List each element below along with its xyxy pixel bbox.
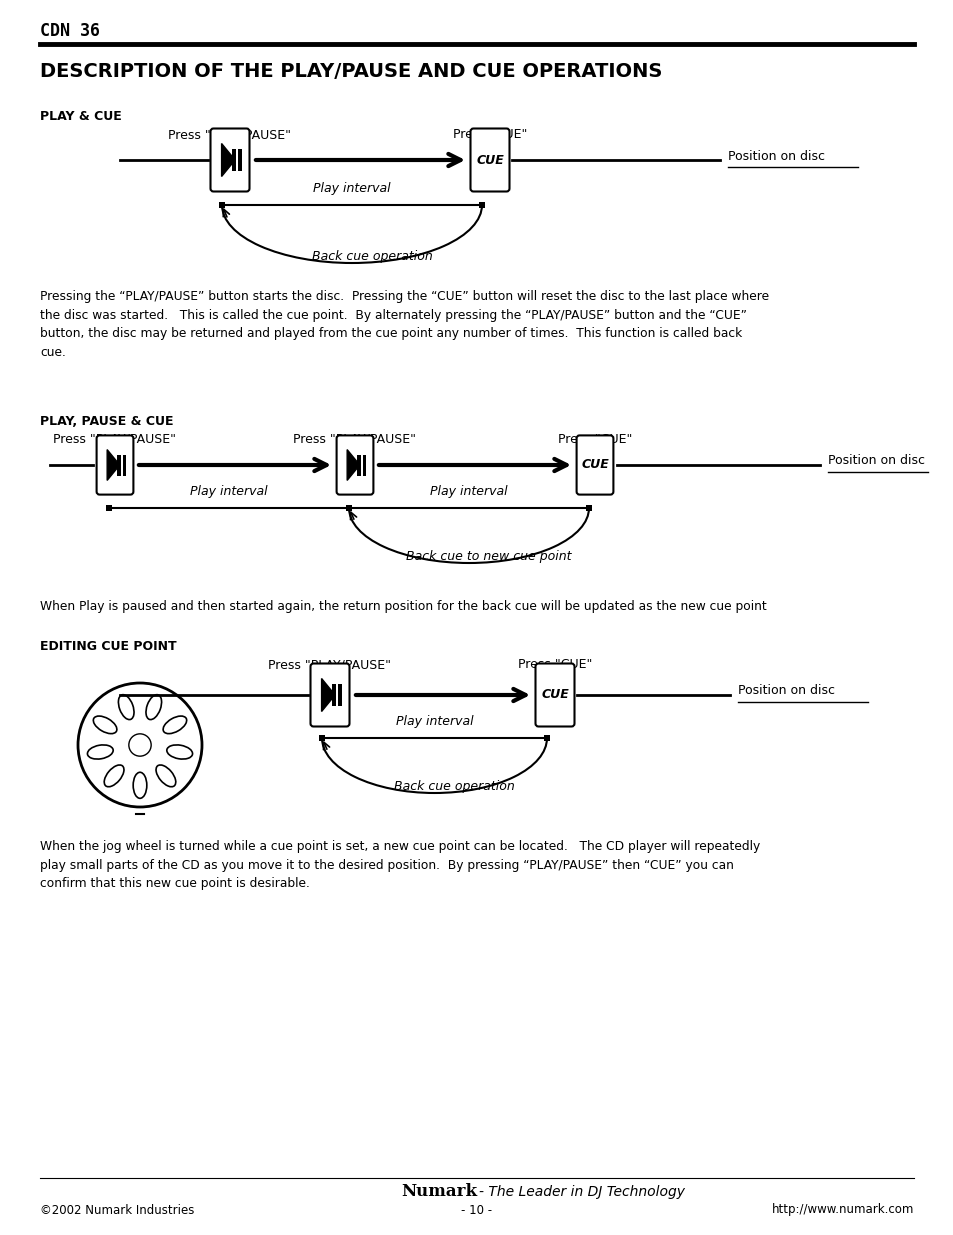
FancyBboxPatch shape (576, 436, 613, 494)
FancyBboxPatch shape (310, 663, 349, 726)
Polygon shape (221, 143, 234, 177)
Text: Back cue to new cue point: Back cue to new cue point (406, 550, 571, 563)
Bar (543, 735, 550, 741)
Text: Play interval: Play interval (395, 715, 473, 727)
Bar (106, 505, 112, 511)
Text: Play interval: Play interval (430, 485, 507, 498)
Text: CDN 36: CDN 36 (40, 22, 100, 40)
Text: CUE: CUE (540, 688, 568, 701)
Polygon shape (321, 678, 335, 711)
Text: Press "CUE": Press "CUE" (517, 658, 592, 671)
Bar (332, 684, 336, 706)
Bar (478, 203, 484, 207)
Bar (123, 454, 127, 475)
Bar (318, 735, 325, 741)
Text: Press "PLAY/PAUSE": Press "PLAY/PAUSE" (268, 658, 391, 671)
Bar (356, 454, 360, 475)
Text: Press "CUE": Press "CUE" (453, 128, 527, 141)
Text: EDITING CUE POINT: EDITING CUE POINT (40, 640, 176, 653)
Text: http://www.numark.com: http://www.numark.com (771, 1203, 913, 1216)
FancyBboxPatch shape (470, 128, 509, 191)
Text: PLAY & CUE: PLAY & CUE (40, 110, 122, 124)
Text: Back cue operation: Back cue operation (312, 249, 432, 263)
FancyBboxPatch shape (211, 128, 250, 191)
Polygon shape (347, 450, 359, 480)
Text: Position on disc: Position on disc (738, 684, 834, 698)
FancyBboxPatch shape (96, 436, 133, 494)
Text: - The Leader in DJ Technology: - The Leader in DJ Technology (478, 1186, 684, 1199)
Bar (338, 684, 342, 706)
Bar (585, 505, 592, 511)
Polygon shape (107, 450, 120, 480)
Text: CUE: CUE (476, 153, 503, 167)
Text: Play interval: Play interval (190, 485, 268, 498)
Text: ©2002 Numark Industries: ©2002 Numark Industries (40, 1203, 194, 1216)
Text: Press "PLAY/PAUSE": Press "PLAY/PAUSE" (169, 128, 292, 141)
Text: CUE: CUE (580, 458, 608, 472)
Text: DESCRIPTION OF THE PLAY/PAUSE AND CUE OPERATIONS: DESCRIPTION OF THE PLAY/PAUSE AND CUE OP… (40, 62, 661, 82)
Bar (346, 505, 352, 511)
Text: When the jog wheel is turned while a cue point is set, a new cue point can be lo: When the jog wheel is turned while a cue… (40, 840, 760, 890)
Text: Numark: Numark (400, 1183, 476, 1200)
Text: Play interval: Play interval (313, 182, 391, 195)
Bar (117, 454, 121, 475)
Text: PLAY, PAUSE & CUE: PLAY, PAUSE & CUE (40, 415, 173, 429)
Text: Back cue operation: Back cue operation (394, 779, 515, 793)
Text: Pressing the “PLAY/PAUSE” button starts the disc.  Pressing the “CUE” button wil: Pressing the “PLAY/PAUSE” button starts … (40, 290, 768, 358)
Bar (346, 505, 352, 511)
Bar (238, 148, 242, 172)
Text: Press "PLAY/PAUSE": Press "PLAY/PAUSE" (53, 433, 176, 446)
Bar (362, 454, 366, 475)
FancyBboxPatch shape (336, 436, 373, 494)
Text: Press "CUE": Press "CUE" (558, 433, 632, 446)
FancyBboxPatch shape (535, 663, 574, 726)
Bar (219, 203, 225, 207)
Text: When Play is paused and then started again, the return position for the back cue: When Play is paused and then started aga… (40, 600, 766, 613)
Bar (233, 148, 236, 172)
Text: Position on disc: Position on disc (727, 149, 824, 163)
Text: - 10 -: - 10 - (461, 1203, 492, 1216)
Text: Press "PLAY/PAUSE": Press "PLAY/PAUSE" (294, 433, 416, 446)
Text: Position on disc: Position on disc (827, 454, 924, 468)
